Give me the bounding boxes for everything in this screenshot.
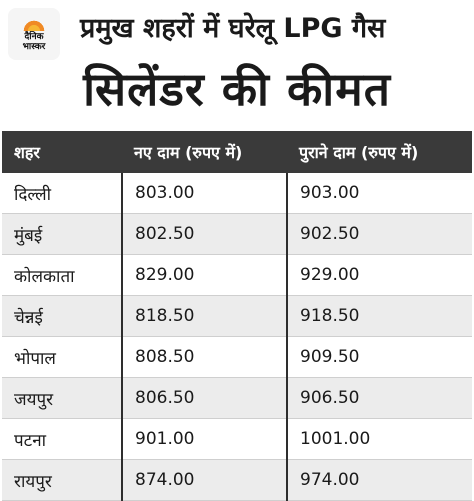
old-price-cell: 906.50 [286,377,472,419]
table-row: मुंबई 802.50 902.50 [2,213,472,255]
old-price-cell: 902.50 [286,213,472,255]
new-price-cell: 818.50 [121,295,287,337]
city-cell: चेन्नई [2,295,122,337]
new-price-cell: 874.00 [121,459,287,501]
new-price-cell: 802.50 [121,213,287,255]
new-price-cell: 829.00 [121,254,287,296]
old-price-cell: 1001.00 [286,418,472,460]
logo-text-line1: दैनिक [24,31,44,42]
logo-text-line2: भास्कर [22,41,46,52]
table-row: चेन्नई 818.50 918.50 [2,295,472,337]
city-cell: जयपुर [2,377,122,419]
city-cell: कोलकाता [2,254,122,296]
table-row: दिल्ली 803.00 903.00 [2,173,472,214]
table-header-row: शहर नए दाम (रुपए में) पुराने दाम (रुपए म… [2,131,472,173]
table-row: रायपुर 874.00 974.00 [2,459,472,501]
price-table: शहर नए दाम (रुपए में) पुराने दाम (रुपए म… [2,131,472,501]
city-cell: दिल्ली [2,173,122,214]
city-cell: मुंबई [2,213,122,255]
table-row: कोलकाता 829.00 929.00 [2,254,472,296]
table-row: पटना 901.00 1001.00 [2,418,472,460]
new-price-cell: 901.00 [121,418,287,460]
sun-icon [19,17,49,31]
old-price-cell: 929.00 [286,254,472,296]
dainik-bhaskar-logo: दैनिक भास्कर [8,8,60,60]
old-price-cell: 918.50 [286,295,472,337]
subtitle: प्रमुख शहरों में घरेलू LPG गैस [80,13,386,44]
table-row: भोपाल 808.50 909.50 [2,336,472,378]
new-price-cell: 806.50 [121,377,287,419]
old-price-cell: 974.00 [286,459,472,501]
new-price-cell: 803.00 [121,173,287,214]
city-cell: भोपाल [2,336,122,378]
header-new-price: नए दाम (रुपए में) [122,131,287,173]
header-city: शहर [2,131,122,173]
header-old-price: पुराने दाम (रुपए में) [287,131,472,173]
table-row: जयपुर 806.50 906.50 [2,377,472,419]
old-price-cell: 903.00 [286,173,472,214]
new-price-cell: 808.50 [121,336,287,378]
city-cell: पटना [2,418,122,460]
old-price-cell: 909.50 [286,336,472,378]
city-cell: रायपुर [2,459,122,501]
page-title: सिलेंडर की कीमत [83,62,391,116]
